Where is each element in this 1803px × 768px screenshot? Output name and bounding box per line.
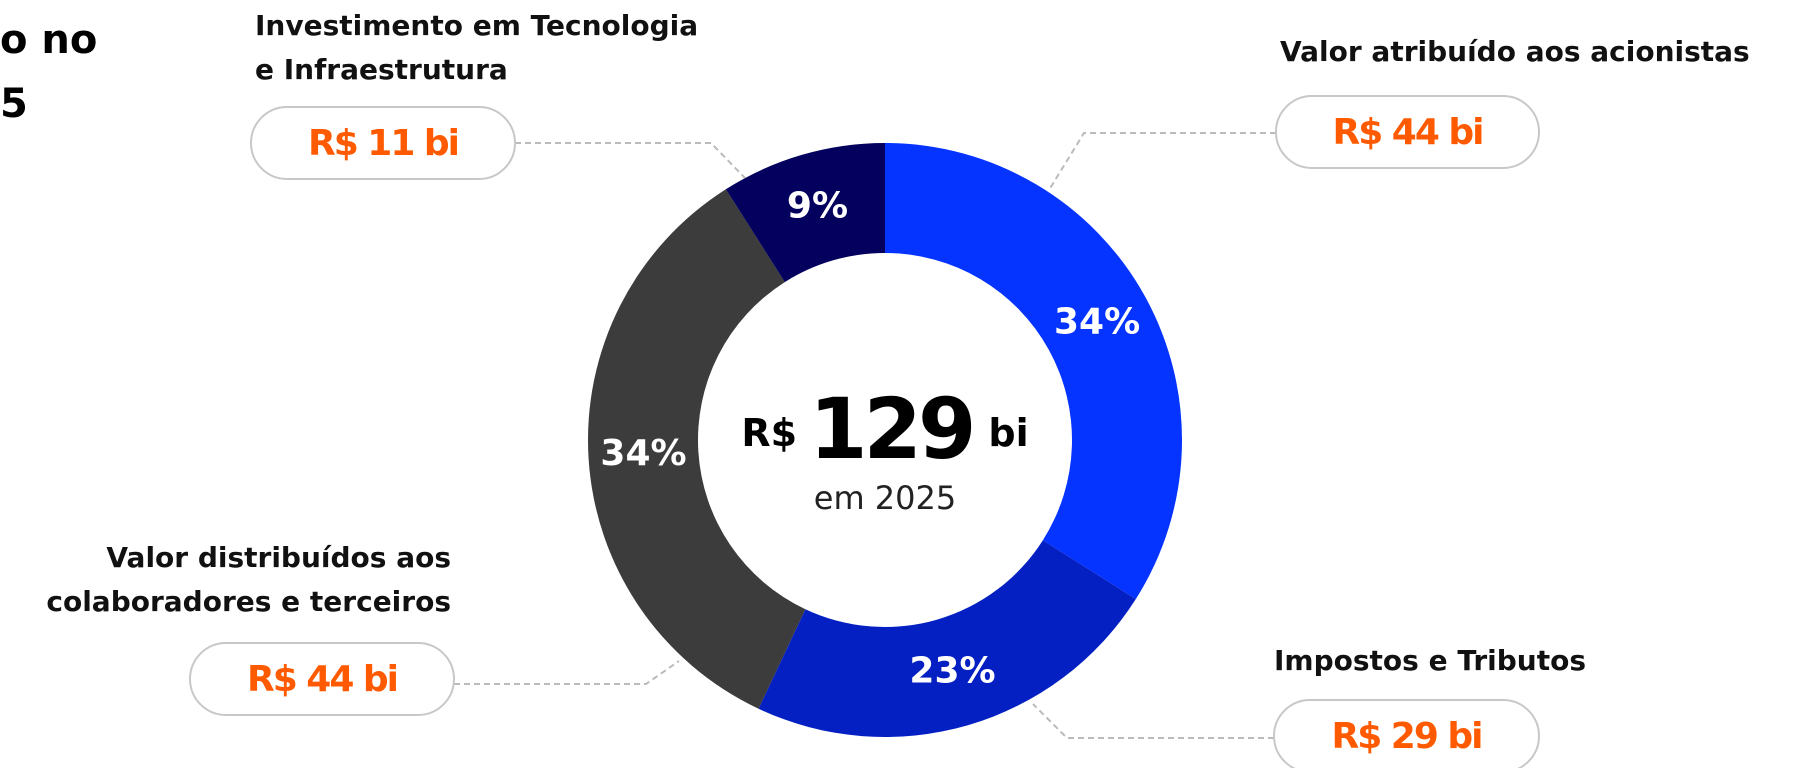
- category-label: Valor atribuído aos acionistas: [1280, 35, 1750, 68]
- percent-label: 9%: [787, 186, 848, 227]
- donut-segment: [758, 540, 1136, 737]
- amount-pill: [189, 642, 455, 716]
- center-suffix: bi: [988, 411, 1028, 455]
- donut-segment: [587, 189, 806, 709]
- percent-label: 34%: [1054, 301, 1140, 342]
- title-fragment: 5: [0, 81, 28, 127]
- amount-label: R$ 44 bi: [1332, 112, 1482, 153]
- title-fragment: o no: [0, 17, 97, 63]
- center-subtitle: em 2025: [814, 479, 956, 517]
- donut-segment: [725, 143, 885, 283]
- leader-line: [1048, 132, 1276, 191]
- center-value: 129: [809, 380, 972, 478]
- percent-label: 23%: [909, 650, 995, 691]
- amount-pill: [1275, 95, 1540, 169]
- leader-line: [515, 142, 746, 179]
- category-label: Investimento em Tecnologia e Infraestrut…: [255, 9, 699, 86]
- category-label: Impostos e Tributos: [1274, 644, 1587, 677]
- percent-label: 34%: [600, 433, 686, 474]
- leader-line: [454, 660, 680, 685]
- leader-line: [1032, 703, 1274, 739]
- amount-pill: [250, 106, 516, 180]
- amount-label: R$ 11 bi: [308, 123, 458, 164]
- amount-label: R$ 44 bi: [247, 659, 397, 700]
- category-label: Valor distribuídos aos colaboradores e t…: [46, 541, 451, 618]
- amount-pill: [1273, 699, 1540, 768]
- center-prefix: R$: [741, 411, 797, 455]
- amount-label: R$ 29 bi: [1331, 716, 1481, 757]
- center-total: R$ 129 bi: [741, 380, 1028, 478]
- donut-segment: [885, 143, 1182, 600]
